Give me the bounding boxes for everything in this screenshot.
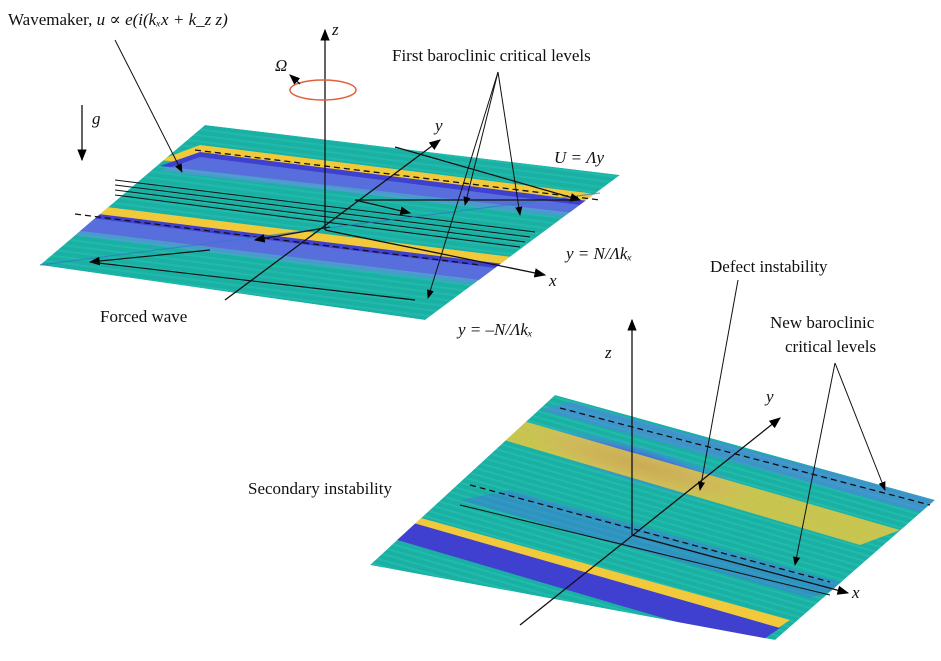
wavemaker-label: Wavemaker, u ∝ e(i(kₓx + k_z z) xyxy=(8,10,228,29)
x-symbol-top: x xyxy=(548,271,557,290)
g-symbol: g xyxy=(92,109,101,128)
bottom-y-axis xyxy=(519,417,781,626)
lower-level-label: y = –N/Λkₓ xyxy=(456,320,533,339)
top-x-axis xyxy=(324,229,547,278)
y-symbol-bottom: y xyxy=(764,387,774,406)
upper-critical-line xyxy=(194,149,601,201)
x-symbol-bottom: x xyxy=(851,583,860,602)
new-critical-line-2 xyxy=(469,484,831,583)
z-symbol-bottom: z xyxy=(604,343,612,362)
first-critical-label: First baroclinic critical levels xyxy=(392,46,591,65)
new-critical-label-1: New baroclinic xyxy=(770,313,875,332)
top-y-axis xyxy=(224,139,441,301)
shear-label: U = Λy xyxy=(554,148,605,167)
rotation-ellipse xyxy=(289,79,357,101)
bottom-band-blue xyxy=(370,522,780,640)
forced-wave-label: Forced wave xyxy=(100,307,187,326)
omega-symbol: Ω xyxy=(275,56,287,75)
upper-level-label: y = N/Λkₓ xyxy=(564,244,632,263)
z-symbol-top: z xyxy=(331,20,339,39)
bottom-x-axis xyxy=(631,534,850,595)
forced-wave-lines xyxy=(114,179,536,248)
new-critical-label-2: critical levels xyxy=(785,337,876,356)
lower-critical-line xyxy=(74,213,481,266)
y-symbol-top: y xyxy=(433,116,443,135)
new-critical-line-1 xyxy=(559,407,931,506)
secondary-label: Secondary instability xyxy=(248,479,393,498)
defect-label: Defect instability xyxy=(710,257,828,276)
